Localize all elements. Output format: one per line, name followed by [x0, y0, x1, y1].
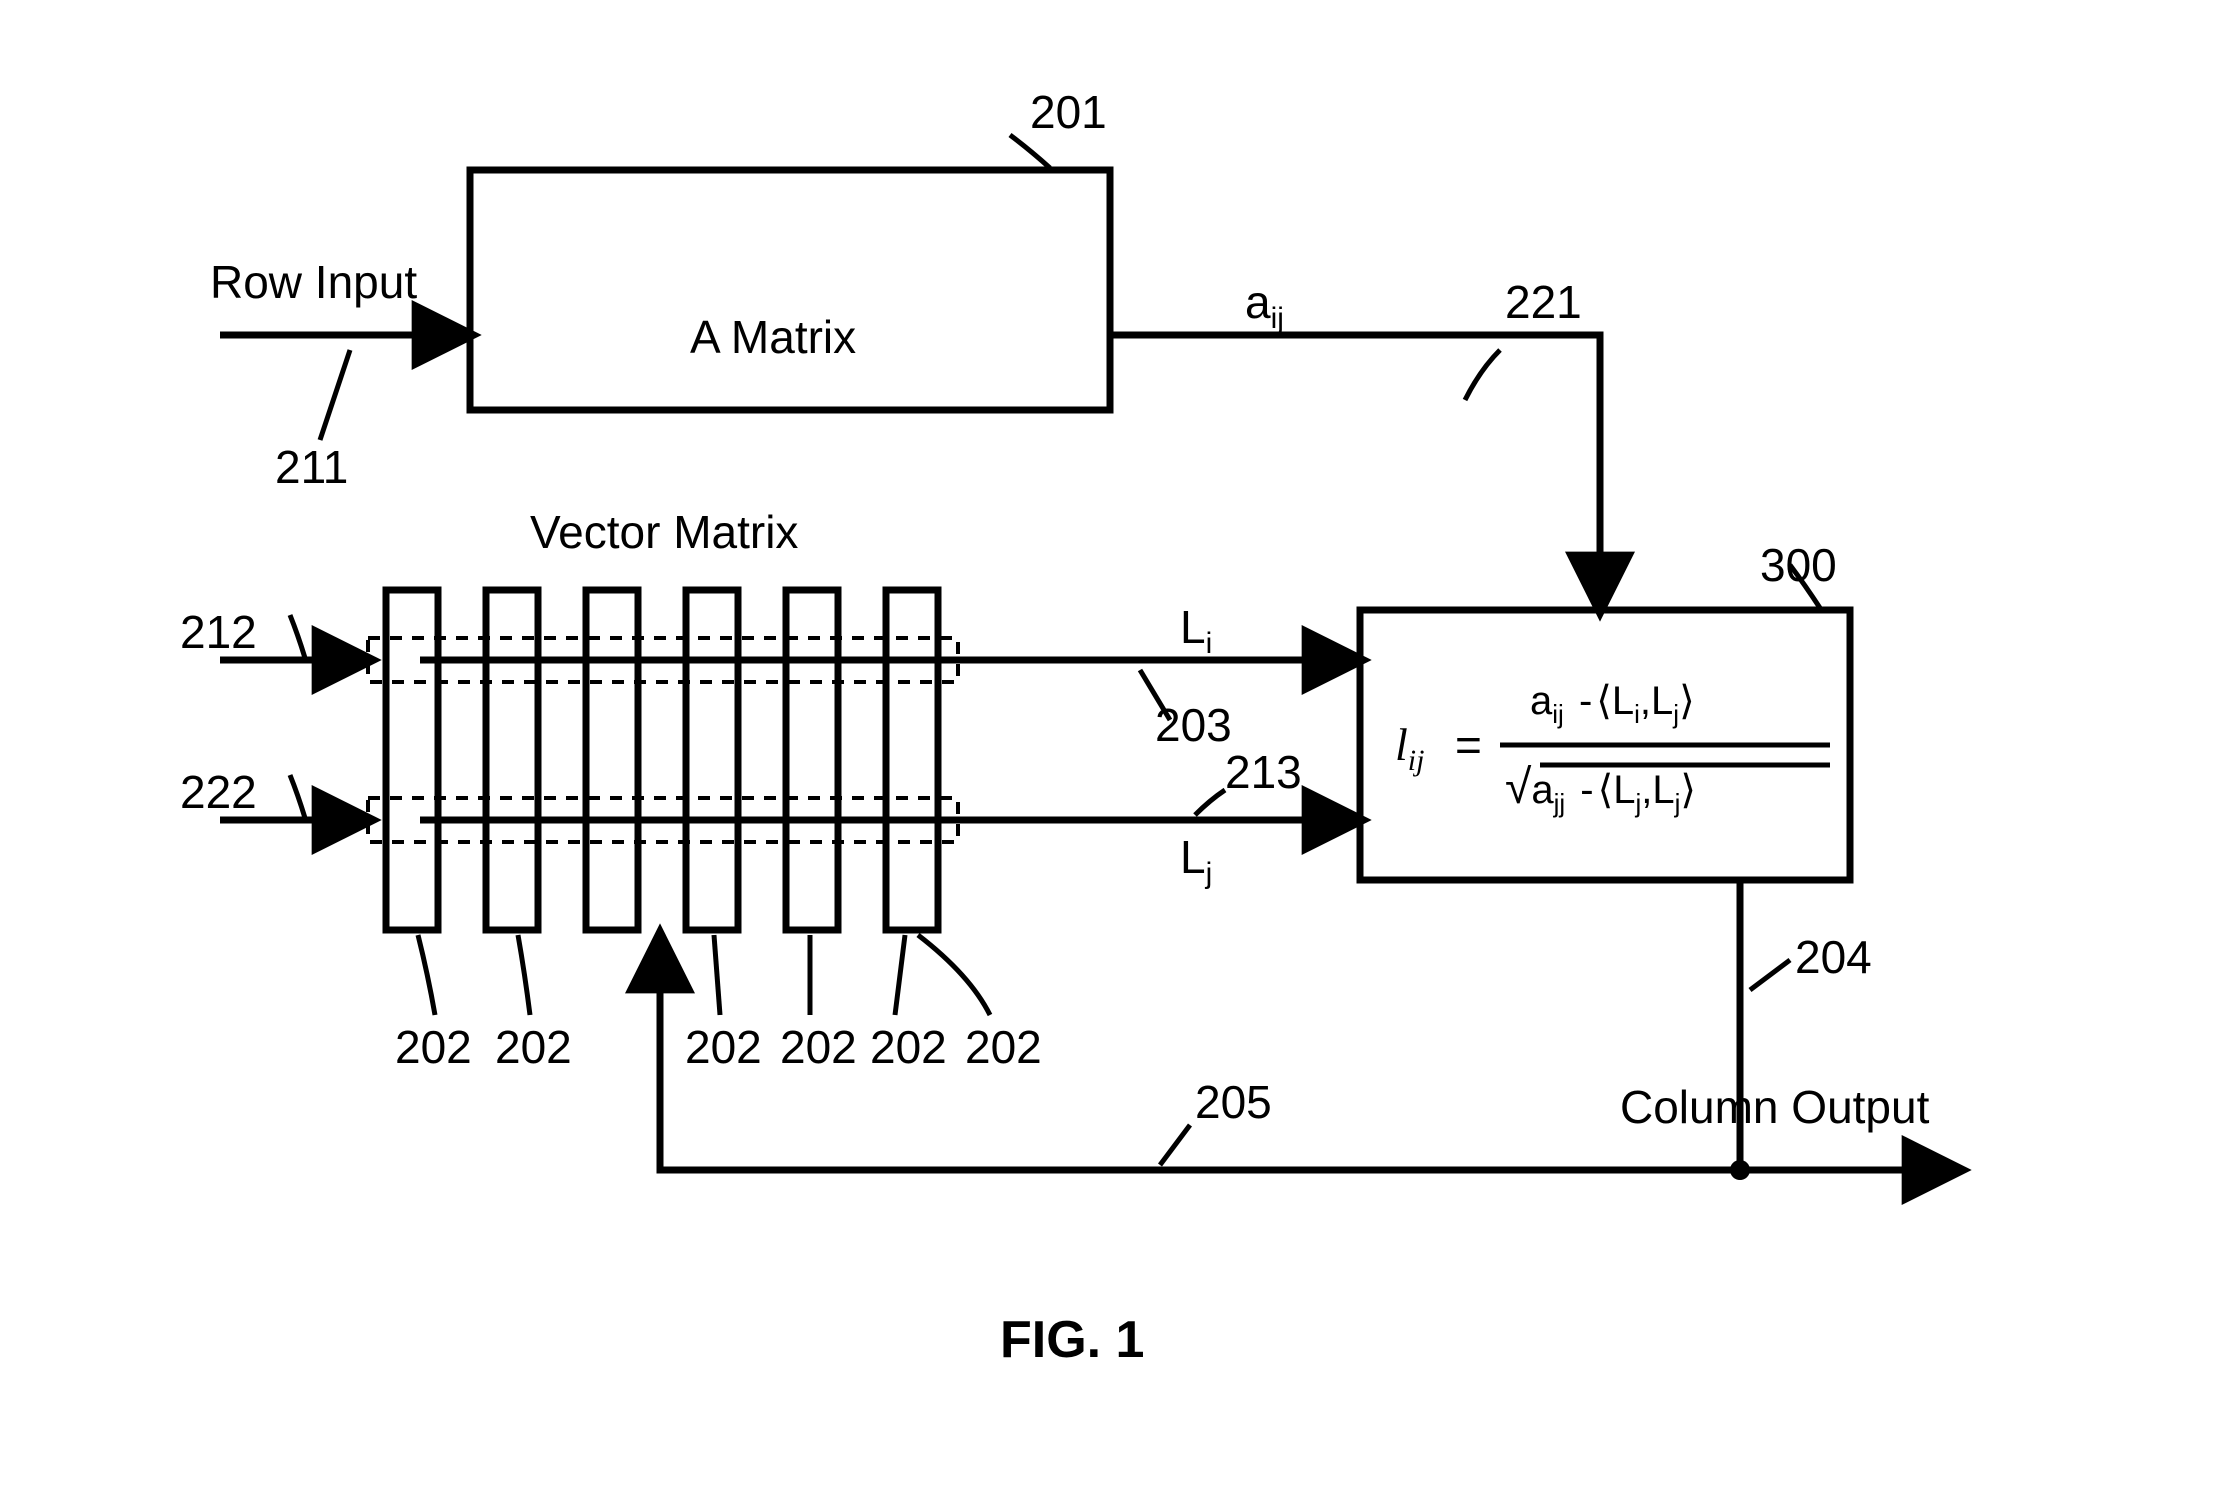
- leader-213: [1195, 790, 1225, 815]
- leader-204: [1750, 960, 1790, 990]
- formula-lhs: lij: [1395, 718, 1424, 778]
- vector-col-4: [686, 590, 738, 930]
- leader-205: [1160, 1125, 1190, 1165]
- figure-title: FIG. 1: [1000, 1310, 1144, 1370]
- leader-202-2: [518, 935, 530, 1015]
- a-matrix-label: A Matrix: [690, 310, 856, 364]
- leader-212: [290, 615, 305, 658]
- leader-202-5: [895, 935, 905, 1015]
- ref-202-1: 202: [395, 1020, 472, 1074]
- ref-211: 211: [275, 440, 348, 494]
- vector-col-6: [886, 590, 938, 930]
- a-matrix-box: [470, 170, 1110, 410]
- a-matrix-output-line: [1110, 335, 1600, 610]
- formula-numerator: aij -⟨Li,Lj⟩: [1530, 678, 1695, 730]
- li-label: Li: [1180, 600, 1212, 661]
- leader-222: [290, 775, 305, 818]
- vector-matrix-label: Vector Matrix: [530, 505, 798, 559]
- formula-eq: =: [1455, 718, 1482, 772]
- leader-202-6: [918, 935, 990, 1015]
- ref-300: 300: [1760, 538, 1837, 592]
- ref-203: 203: [1155, 698, 1232, 752]
- leader-202-1: [418, 935, 435, 1015]
- leader-211: [320, 350, 350, 440]
- vector-col-5: [786, 590, 838, 930]
- leader-201: [1010, 135, 1050, 168]
- lj-label: Lj: [1180, 830, 1212, 891]
- row-input-label: Row Input: [210, 255, 417, 309]
- ref-202-4: 202: [780, 1020, 857, 1074]
- ref-202-3: 202: [685, 1020, 762, 1074]
- column-output-label: Column Output: [1620, 1080, 1929, 1134]
- ref-212: 212: [180, 605, 257, 659]
- ref-213: 213: [1225, 745, 1302, 799]
- ref-204: 204: [1795, 930, 1872, 984]
- a-ij-label: aij: [1245, 275, 1284, 336]
- vector-col-3: [586, 590, 638, 930]
- diagram-svg: [0, 0, 2218, 1499]
- ref-222: 222: [180, 765, 257, 819]
- formula-denominator: √ajj -⟨Lj,Lj⟩: [1505, 760, 1696, 819]
- ref-221: 221: [1505, 275, 1582, 329]
- ref-202-2: 202: [495, 1020, 572, 1074]
- leader-202-3: [714, 935, 720, 1015]
- diagram-canvas: Row Input A Matrix Vector Matrix Column …: [0, 0, 2218, 1499]
- ref-201: 201: [1030, 85, 1107, 139]
- vector-col-2: [486, 590, 538, 930]
- ref-205: 205: [1195, 1075, 1272, 1129]
- vector-col-1: [386, 590, 438, 930]
- leader-221: [1465, 350, 1500, 400]
- ref-202-5: 202: [870, 1020, 947, 1074]
- ref-202-6: 202: [965, 1020, 1042, 1074]
